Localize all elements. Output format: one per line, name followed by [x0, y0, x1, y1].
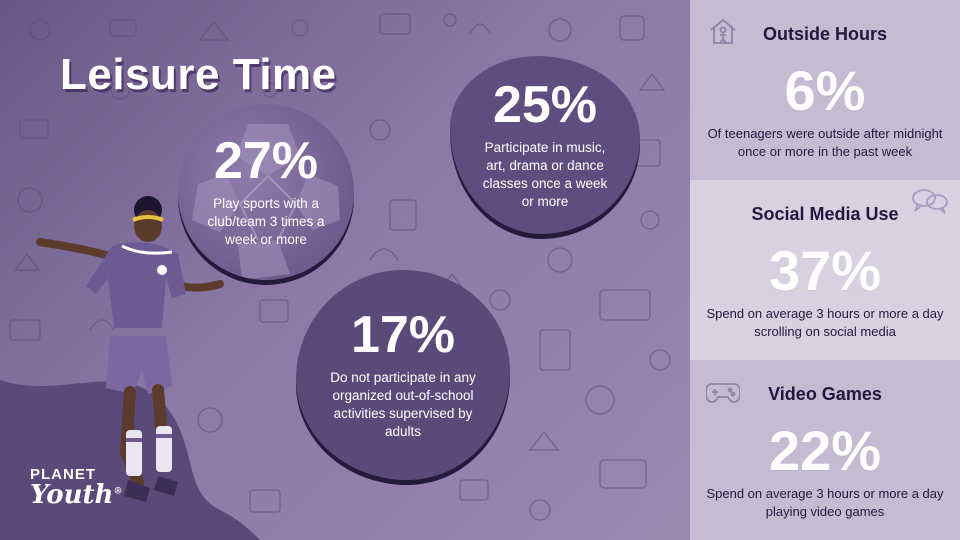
- stat-no-activities-description: Do not participate in any organized out-…: [330, 369, 476, 440]
- chat-bubbles-icon: [912, 189, 948, 214]
- panel-social-media: Social Media Use 37% Spend on average 3 …: [690, 180, 960, 360]
- gamepad-icon: [706, 383, 740, 403]
- panel-social-media-description: Spend on average 3 hours or more a day s…: [706, 306, 944, 340]
- panel-outside-hours: Outside Hours 6% Of teenagers were outsi…: [690, 0, 960, 180]
- stat-sports-description: Play sports with a club/team 3 times a w…: [207, 195, 325, 248]
- doodle-pattern: [9, 13, 671, 521]
- panel-video-games-percent: 22%: [768, 419, 882, 482]
- panel-outside-hours-percent: 6%: [784, 59, 866, 122]
- stat-no-activities: 17% Do not participate in any organized …: [296, 270, 510, 480]
- soccer-player-illustration: [36, 196, 224, 502]
- stat-sports-percent: 27%: [213, 131, 319, 190]
- page-title: Leisure Time: [60, 50, 337, 99]
- house-person-icon: [710, 18, 736, 44]
- logo-line2: Youth®: [30, 480, 122, 510]
- panel-social-media-heading: Social Media Use: [751, 204, 899, 224]
- right-panels: Outside Hours 6% Of teenagers were outsi…: [690, 0, 960, 540]
- logo-word: Youth: [30, 480, 114, 510]
- panel-video-games-heading: Video Games: [768, 384, 882, 404]
- panel-outside-hours-heading: Outside Hours: [762, 24, 887, 44]
- stat-sports: 27% Play sports with a club/team 3 times…: [178, 104, 354, 280]
- panel-video-games: Video Games 22% Spend on average 3 hours…: [690, 360, 960, 540]
- stat-arts: 25% Participate in music, art, drama or …: [450, 56, 640, 234]
- planet-youth-logo: PLANET Youth®: [30, 466, 122, 510]
- soccer-ball-icon: [192, 124, 340, 280]
- panel-outside-hours-description: Of teenagers were outside after midnight…: [707, 126, 943, 160]
- left-section: Leisure Time 27% Play sports with a club…: [0, 0, 690, 540]
- stat-arts-percent: 25%: [492, 75, 598, 134]
- panel-video-games-description: Spend on average 3 hours or more a day p…: [706, 486, 944, 520]
- logo-registered-mark: ®: [113, 486, 123, 497]
- panel-social-media-percent: 37%: [768, 239, 882, 302]
- logo-line1: PLANET: [30, 466, 96, 483]
- stat-no-activities-percent: 17%: [350, 305, 456, 364]
- stat-arts-description: Participate in music, art, drama or danc…: [482, 139, 608, 210]
